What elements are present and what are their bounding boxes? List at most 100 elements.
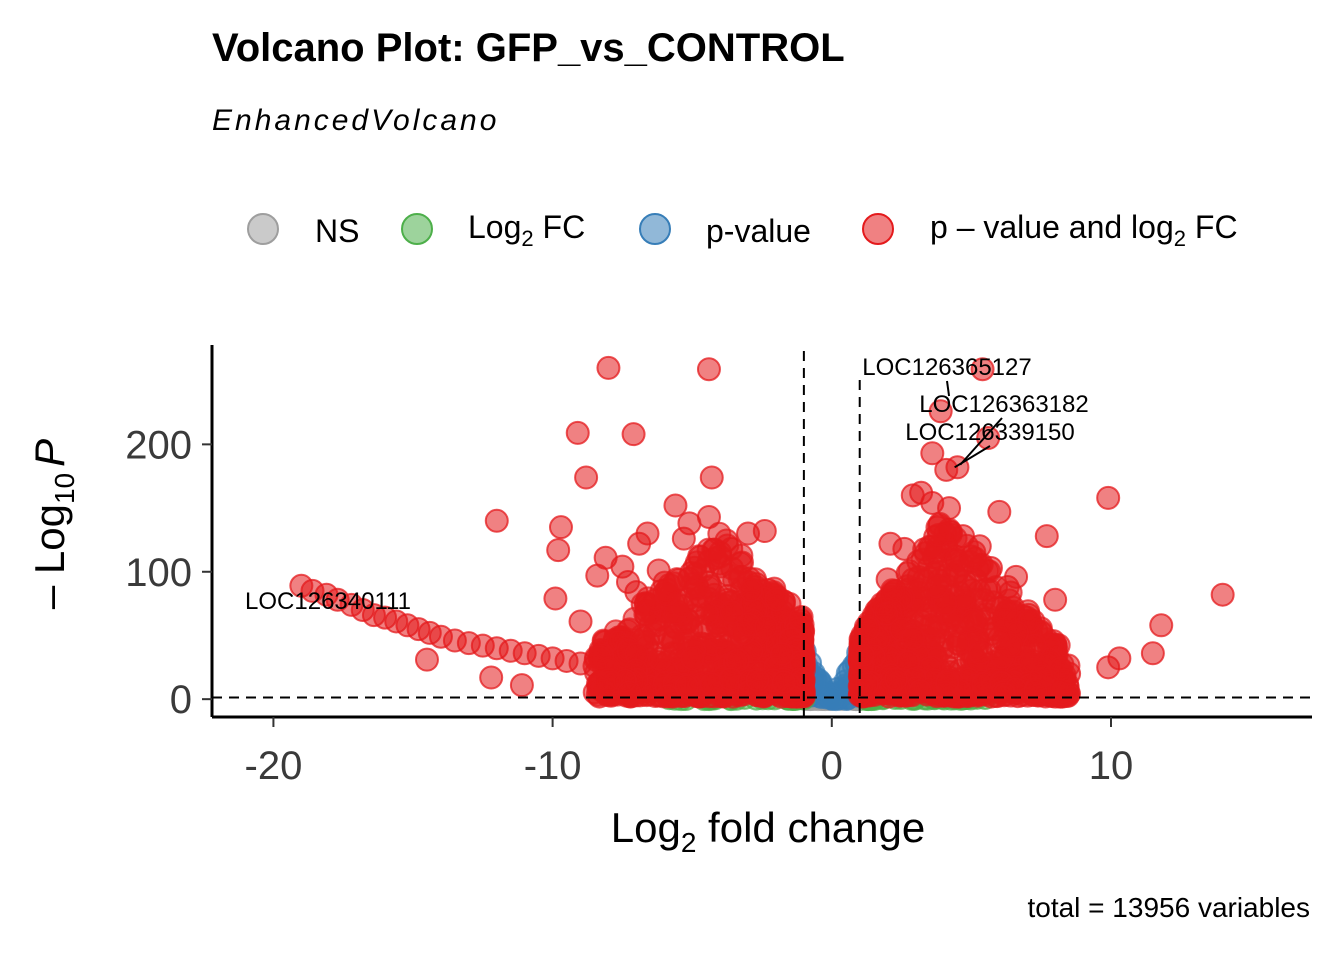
data-point [565,420,590,445]
cloud-point [684,550,709,575]
data-point [596,668,621,693]
data-points [289,355,1235,698]
cloud-point [764,587,789,612]
gene-label-connector [954,445,991,469]
data-point [655,577,680,602]
data-point [987,499,1012,524]
legend-label-both-rest: FC [1186,209,1238,245]
data-point [1149,613,1174,638]
x-axis-title-sub: 2 [681,827,697,858]
gene-label-connector [959,417,1003,466]
data-point [596,355,621,380]
data-point [574,465,599,490]
data-point [543,586,568,611]
gene-label-connector [946,380,951,397]
x-axis-title-main: Log [611,804,681,851]
data-point [484,508,509,533]
data-point [928,399,953,424]
cloud-point [708,625,733,650]
data-point [663,493,688,518]
data-point [1140,641,1165,666]
gene-label: LOC126365127 [862,354,1031,381]
y-tick-label: 100 [125,551,192,595]
cloud-point [647,646,672,671]
cloud-point [924,574,949,599]
x-axis-title-rest: fold change [696,804,925,851]
legend-label-both: p – value and log2 FC [930,209,1238,251]
data-point [1004,564,1029,589]
cloud-point [992,682,1017,707]
data-point [937,496,962,521]
legend-label-fc: Log2 FC [468,209,585,251]
cloud-point [945,631,970,656]
cloud-point [855,672,880,697]
data-point [892,536,917,561]
cloud-point [926,522,951,547]
data-point [568,609,593,634]
cloud-point [968,641,993,666]
gene-label: LOC126339150 [905,419,1074,446]
x-tick-label: -20 [245,744,303,788]
cloud-point [919,613,944,638]
data-point [1043,587,1068,612]
cloud-point [695,601,720,626]
data-point [719,536,744,561]
legend-swatch-both [862,213,894,245]
cloud-point [754,615,779,640]
y-tick-label: 0 [170,678,192,722]
x-tick-label: 0 [821,744,843,788]
cloud-point [771,669,796,694]
cloud-point [884,666,909,691]
data-point [1034,524,1059,549]
cloud-point [874,601,899,626]
data-point [546,538,571,563]
chart-title: Volcano Plot: GFP_vs_CONTROL [212,26,845,70]
data-point [978,555,1003,580]
cloud-point [788,606,813,631]
data-point [621,422,646,447]
cloud-point [769,642,794,667]
cloud-point [745,667,770,692]
legend-label-p: p-value [706,213,811,249]
x-tick-label: -10 [524,744,582,788]
cloud-point [850,643,875,668]
y-axis-title-pre: – Log [26,504,73,609]
data-point [1210,582,1235,607]
data-point [1029,664,1054,689]
data-point [1096,485,1121,510]
x-axis-title: Log2 fold change [611,804,926,858]
chart-caption: total = 13956 variables [1027,892,1310,923]
cloud-point [908,679,933,704]
data-point [548,515,573,540]
data-point [881,580,906,605]
cloud-point [617,680,642,705]
cloud-point [739,577,764,602]
cloud-point [856,616,881,641]
chart-subtitle: EnhancedVolcano [212,104,500,137]
legend-swatch-ns [247,213,279,245]
data-point [736,521,761,546]
data-point [671,526,696,551]
data-point [627,531,652,556]
data-point [1096,655,1121,680]
data-point [696,357,721,382]
data-point [479,665,504,690]
cloud-point [661,627,686,652]
gene-label: LOC126363182 [919,391,1088,418]
data-point [624,580,649,605]
data-point [585,563,610,588]
data-point [959,544,984,569]
legend-label-fc-main: Log [468,209,521,245]
legend-label-both-main: p – value and log [930,209,1174,245]
legend-label-fc-rest: FC [534,209,586,245]
legend-swatch-p [639,213,671,245]
legend-label-fc-sub: 2 [521,226,533,251]
cloud-point [719,600,744,625]
legend: NS Log2 FC p-value p – value and log2 FC [247,209,1238,251]
cloud-point [680,646,705,671]
data-point [970,357,995,382]
y-axis-title-p: P [26,439,73,467]
cloud-point [674,674,699,699]
